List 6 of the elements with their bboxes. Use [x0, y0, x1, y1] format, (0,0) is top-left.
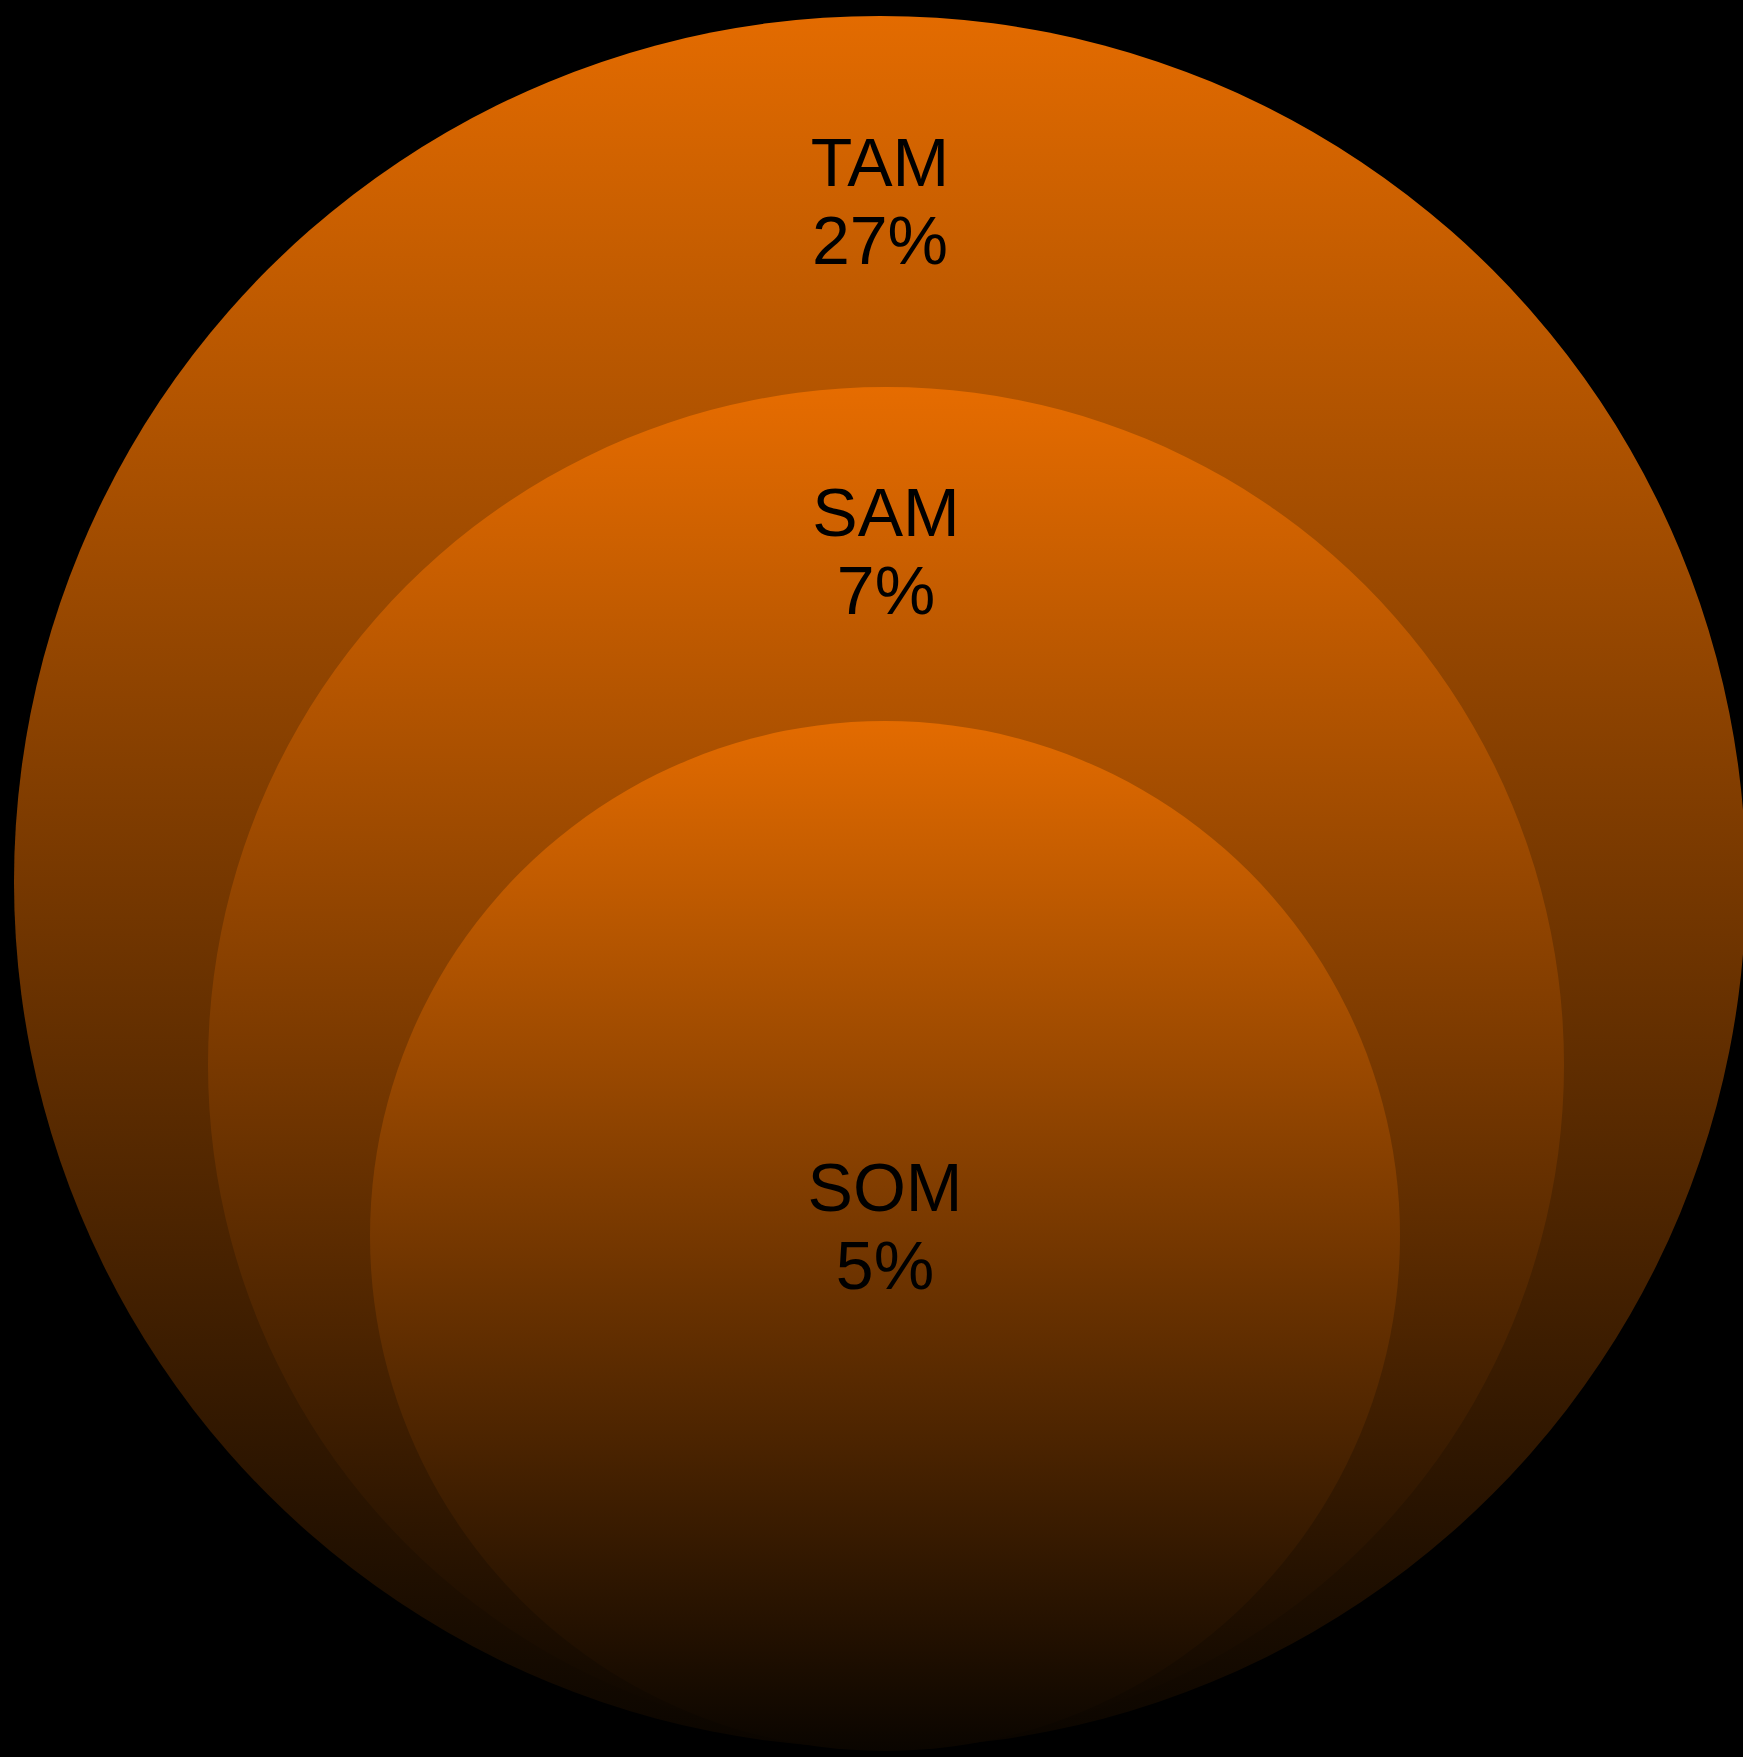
category-label: TAM [810, 124, 950, 200]
category-label: SOM [807, 1149, 963, 1225]
data-label: 7% [836, 552, 936, 628]
data-label: 5% [835, 1227, 935, 1303]
category-label: SAM [812, 474, 960, 550]
data-label: 27% [811, 202, 949, 278]
